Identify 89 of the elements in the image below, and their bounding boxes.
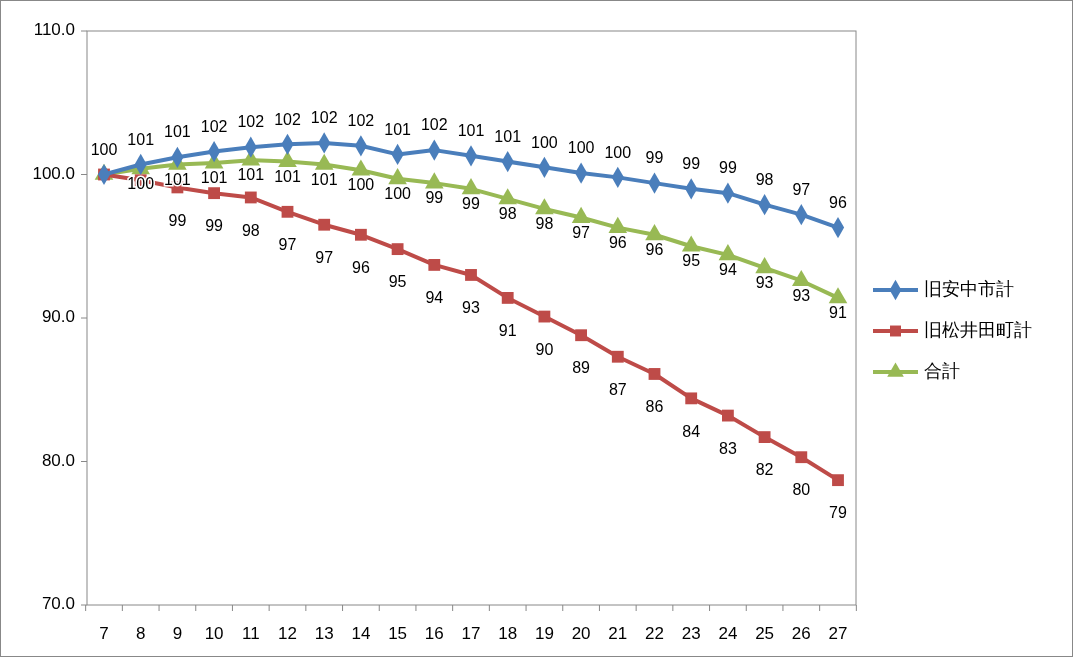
data-label: 97 [572, 223, 591, 241]
data-label: 102 [420, 116, 448, 134]
data-label: 99 [168, 211, 187, 229]
data-label: 96 [608, 233, 627, 251]
x-tick-label: 24 [718, 624, 738, 644]
data-label: 79 [829, 504, 847, 522]
y-tick-label: 100.0 [32, 163, 75, 183]
data-label: 83 [719, 439, 737, 457]
x-tick-label: 19 [534, 624, 554, 644]
y-tick-label: 110.0 [33, 20, 75, 40]
data-label: 100 [347, 176, 375, 194]
y-tick-label: 90.0 [41, 307, 75, 327]
data-label: 90 [535, 340, 554, 358]
data-label: 98 [498, 205, 517, 223]
data-label: 93 [792, 286, 811, 304]
x-tick-label: 17 [461, 624, 481, 644]
data-label: 87 [608, 380, 627, 398]
x-tick-label: 9 [172, 624, 183, 644]
data-label: 99 [682, 155, 701, 173]
x-tick-label: 16 [424, 624, 444, 644]
x-tick-label: 20 [571, 624, 591, 644]
x-tick-label: 11 [241, 624, 260, 644]
data-label: 102 [237, 113, 265, 131]
data-label: 101 [200, 169, 228, 187]
x-tick-label: 8 [135, 624, 146, 644]
data-label: 101 [494, 127, 522, 145]
data-label: 100 [567, 139, 595, 157]
x-tick-label: 21 [608, 624, 628, 644]
x-tick-label: 15 [388, 624, 408, 644]
y-tick-label: 70.0 [41, 594, 75, 614]
data-label: 101 [457, 122, 485, 140]
data-label: 99 [205, 217, 224, 235]
data-label: 96 [829, 193, 847, 211]
data-label: 93 [755, 273, 774, 292]
data-label: 95 [388, 273, 407, 291]
data-label: 96 [352, 258, 370, 276]
x-tick-label: 12 [278, 624, 297, 644]
data-label: 97 [278, 236, 297, 254]
data-label: 97 [315, 248, 334, 266]
data-label: 97 [792, 180, 811, 198]
data-label: 99 [645, 149, 664, 167]
data-label: 100 [127, 174, 155, 192]
x-tick-label: 13 [314, 624, 334, 644]
x-tick-label: 7 [99, 624, 109, 644]
data-label: 101 [164, 123, 191, 141]
data-label: 101 [237, 166, 265, 184]
data-label: 91 [498, 322, 517, 340]
x-tick-label: 26 [791, 624, 811, 644]
data-label: 98 [535, 215, 554, 233]
data-label: 102 [310, 109, 338, 127]
data-label: 98 [241, 221, 260, 239]
data-label: 89 [572, 359, 591, 377]
data-label: 100 [604, 143, 632, 161]
x-tick-label: 23 [681, 624, 701, 644]
data-label: 99 [425, 189, 444, 207]
y-tick-label: 80.0 [41, 450, 75, 470]
data-label: 102 [274, 110, 301, 128]
data-label: 101 [274, 167, 301, 185]
x-tick-label: 25 [755, 624, 775, 644]
x-tick-label: 22 [645, 624, 664, 644]
data-label: 100 [90, 140, 118, 158]
x-tick-label: 18 [498, 624, 518, 644]
legend-label: 合計 [924, 360, 960, 381]
data-label: 86 [645, 398, 664, 416]
x-tick-label: 27 [828, 624, 848, 644]
data-label: 100 [531, 133, 558, 151]
data-label: 82 [755, 461, 774, 479]
data-label: 95 [682, 252, 701, 270]
data-label: 91 [829, 304, 847, 322]
data-label: 96 [645, 240, 664, 258]
data-label: 93 [462, 299, 480, 317]
data-label: 84 [682, 422, 701, 440]
data-label: 101 [127, 130, 155, 148]
data-label: 99 [462, 195, 480, 213]
data-label: 99 [719, 159, 737, 177]
legend-label: 旧安中市計 [924, 278, 1014, 299]
data-label: 80 [792, 481, 811, 499]
data-label: 100 [384, 185, 412, 203]
data-label: 102 [200, 117, 228, 135]
data-label: 94 [719, 261, 737, 279]
data-label: 94 [425, 289, 444, 307]
data-label: 101 [164, 170, 191, 188]
legend-label: 旧松井田町計 [924, 319, 1032, 340]
data-label: 101 [310, 170, 338, 188]
x-tick-label: 10 [204, 624, 224, 644]
x-tick-label: 14 [351, 624, 371, 644]
data-label: 101 [384, 120, 412, 138]
data-label: 102 [347, 112, 375, 130]
data-label: 98 [755, 170, 774, 188]
